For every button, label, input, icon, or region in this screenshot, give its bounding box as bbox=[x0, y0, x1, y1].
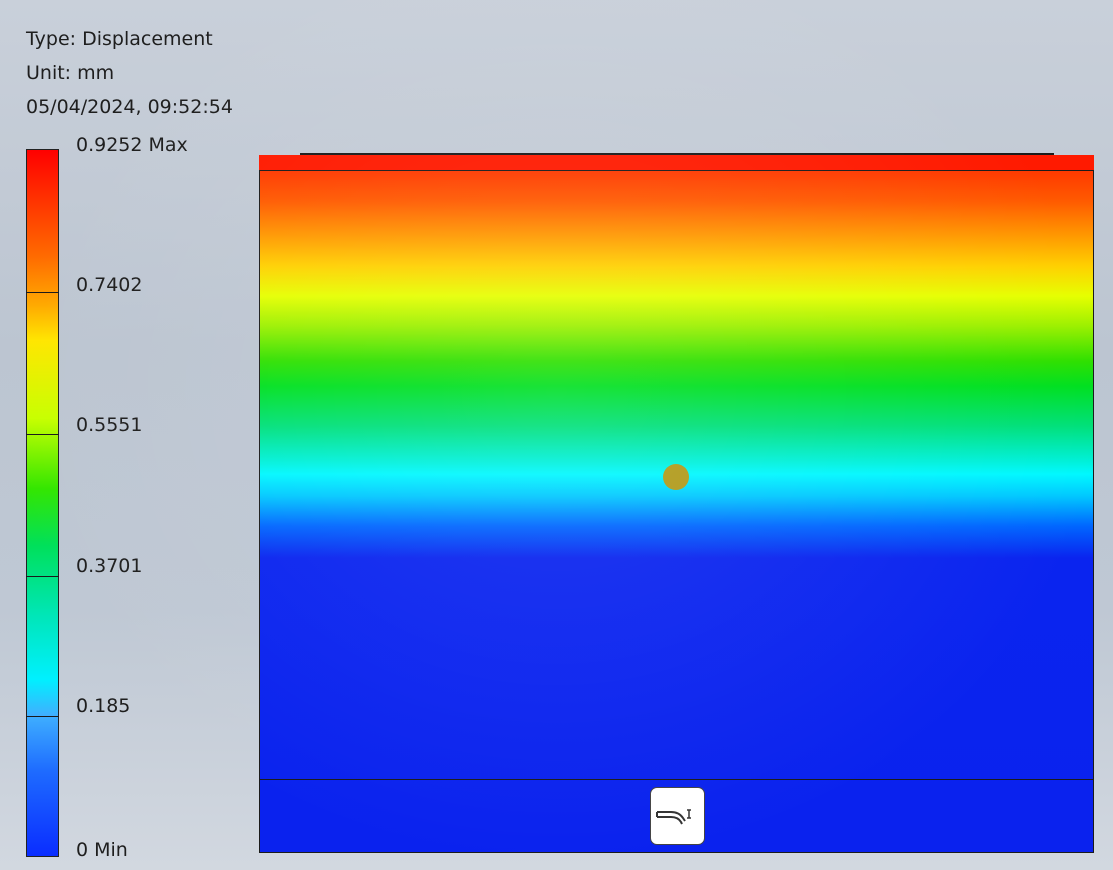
legend-color-bar bbox=[26, 149, 59, 857]
legend-label: 0.7402 bbox=[76, 274, 143, 296]
legend-label: 0.3701 bbox=[76, 555, 143, 577]
model-top-edge bbox=[300, 153, 1054, 155]
legend-tick bbox=[26, 576, 59, 577]
legend-label-max: 0.9252 Max bbox=[76, 134, 188, 156]
result-type-label: Type: Displacement bbox=[26, 28, 213, 50]
legend-label: 0.185 bbox=[76, 695, 131, 717]
probe-marker[interactable] bbox=[663, 464, 689, 490]
legend-label: 0.5551 bbox=[76, 414, 143, 436]
legend-label-min: 0 Min bbox=[76, 839, 128, 861]
result-timestamp: 05/04/2024, 09:52:54 bbox=[26, 96, 233, 118]
fixed-constraint-icon[interactable] bbox=[650, 787, 705, 845]
result-unit-label: Unit: mm bbox=[26, 62, 115, 84]
model-lower-edge bbox=[259, 779, 1094, 780]
model-part[interactable] bbox=[259, 155, 1094, 853]
model-top-face[interactable] bbox=[259, 155, 1094, 171]
legend-tick bbox=[26, 716, 59, 717]
legend-tick bbox=[26, 292, 59, 293]
legend-tick bbox=[26, 434, 59, 435]
